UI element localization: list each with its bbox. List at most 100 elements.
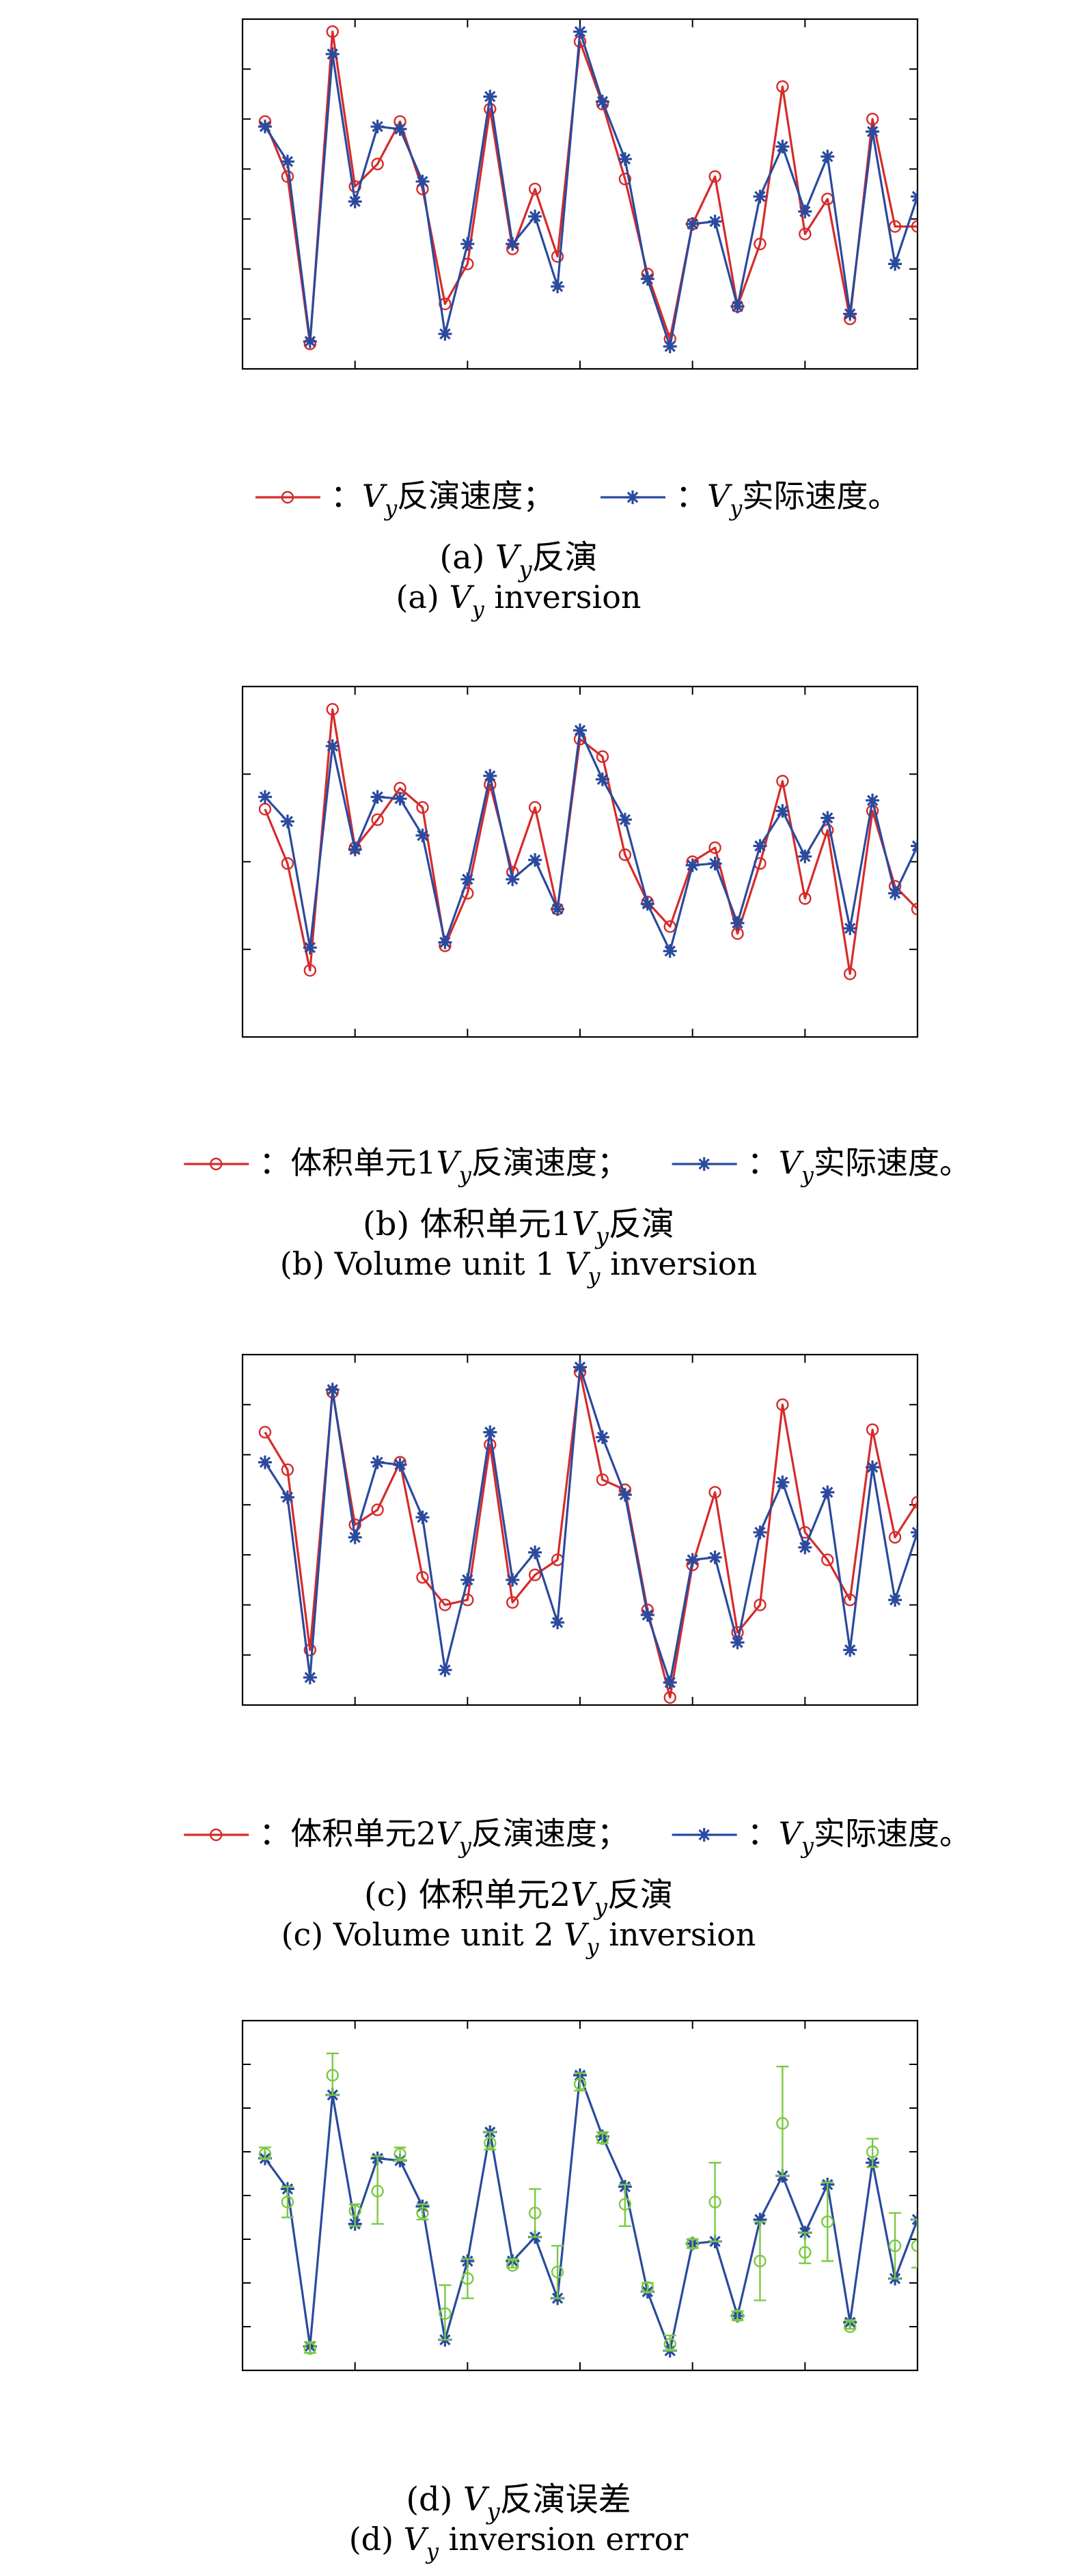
data-point-error — [461, 2272, 474, 2285]
data-point-inversion — [843, 967, 857, 980]
data-point-actual — [753, 2213, 767, 2227]
plot-area — [258, 1360, 918, 1704]
data-point-actual — [483, 89, 497, 104]
data-point-inversion — [506, 1596, 519, 1609]
legend-marker-circle — [210, 1157, 223, 1171]
data-point-error — [618, 2198, 632, 2211]
data-point-inversion — [303, 964, 316, 977]
caption-en: (c) Volume unit 2 Vy​ inversion — [281, 1916, 756, 1960]
data-point-actual — [325, 1383, 340, 1397]
data-point-error — [326, 2068, 339, 2082]
data-point-actual — [258, 1455, 272, 1469]
data-point-actual — [730, 916, 745, 930]
data-point-inversion — [776, 1398, 789, 1411]
data-point-inversion — [708, 1486, 721, 1499]
data-point-actual — [730, 1635, 745, 1650]
data-point-error — [686, 2237, 699, 2250]
legend-label: ：体积单元1Vy​反演速度； — [259, 1144, 629, 1188]
data-point-actual — [798, 1540, 812, 1555]
series-line-actual — [264, 30, 918, 348]
data-point-inversion — [326, 703, 339, 716]
caption-cn: (a) Vy​反演 — [439, 538, 597, 583]
plot-area — [258, 25, 918, 354]
data-point-actual — [685, 1553, 700, 1567]
data-point-actual — [753, 839, 767, 853]
data-point-inversion — [258, 1426, 272, 1439]
data-point-error — [866, 2145, 879, 2159]
data-point-actual — [640, 272, 654, 286]
data-point-actual — [393, 122, 407, 136]
chart-panel-a: ：Vy​反演速度； ：Vy​实际速度。 (a) Vy​反演(a) Vy​ inver… — [241, 18, 919, 622]
data-point-error — [394, 2147, 406, 2161]
data-point-inversion — [821, 1553, 834, 1566]
data-point-actual — [888, 257, 902, 271]
data-point-actual — [866, 793, 880, 807]
data-point-actual — [551, 279, 565, 294]
data-point-actual — [820, 1485, 835, 1499]
series-line-actual — [264, 1366, 918, 1684]
data-point-actual — [506, 872, 520, 887]
data-point-inversion — [618, 848, 632, 861]
data-point-inversion — [528, 182, 542, 195]
data-point-inversion — [596, 1473, 609, 1486]
data-point-inversion — [911, 902, 918, 915]
series-line-actual — [264, 729, 918, 952]
data-point-actual — [506, 1573, 520, 1587]
data-point-inversion — [866, 113, 879, 126]
data-point-inversion — [551, 250, 564, 263]
data-point-error — [911, 2239, 918, 2252]
legend-marker-circle — [281, 490, 294, 504]
data-point-actual — [551, 1616, 565, 1630]
data-point-error — [888, 2239, 902, 2252]
chart-panel-c: ：体积单元2Vy​反演速度； ：Vy​实际速度。 (c) 体积单元2Vy​反演(c)… — [184, 1353, 971, 1960]
data-point-actual — [506, 237, 520, 251]
data-point-error — [371, 2185, 384, 2198]
data-point-error — [573, 2077, 587, 2091]
series-line-inversion — [264, 708, 918, 975]
legend-label: ：Vy​反演速度； — [331, 477, 554, 521]
plot-frame — [241, 18, 919, 370]
caption-cn: (d) Vy​反演误差 — [406, 2480, 631, 2525]
data-point-actual — [460, 1573, 475, 1587]
data-point-actual — [595, 94, 609, 109]
data-point-actual — [843, 1643, 857, 1657]
data-point-inversion — [911, 1495, 918, 1509]
legend-marker-star — [626, 490, 639, 504]
legend: ：Vy​反演速度； ：Vy​实际速度。 — [255, 477, 899, 521]
data-point-actual — [798, 849, 812, 863]
data-point-actual — [258, 790, 272, 804]
data-point-actual — [618, 1488, 632, 1502]
data-point-actual — [348, 842, 362, 857]
data-point-inversion — [371, 157, 384, 171]
legend-label: ：Vy​实际速度。 — [747, 1144, 971, 1188]
plot-frame — [241, 1353, 919, 1706]
data-point-inversion — [754, 237, 767, 251]
data-point-actual — [393, 1458, 407, 1472]
data-point-inversion — [708, 170, 721, 183]
data-point-actual — [708, 214, 722, 229]
series-line-inversion — [264, 30, 918, 346]
data-point-error — [551, 2265, 564, 2279]
data-point-actual — [820, 811, 835, 825]
data-point-actual — [393, 792, 407, 806]
data-point-inversion — [596, 750, 609, 763]
data-point-error — [708, 2196, 721, 2208]
data-point-actual — [348, 1530, 362, 1545]
data-point-actual — [618, 812, 632, 827]
data-point-actual — [460, 237, 475, 251]
data-point-actual — [685, 858, 700, 872]
data-point-inversion — [754, 1598, 767, 1611]
data-point-actual — [280, 154, 294, 169]
data-point-inversion — [776, 775, 789, 788]
data-point-inversion — [528, 801, 542, 814]
data-point-error — [754, 2254, 767, 2268]
chart-panel-d: (d) Vy​反演误差(d) Vy​ inversion error — [241, 2019, 919, 2564]
data-point-inversion — [799, 892, 812, 905]
data-point-actual — [325, 739, 340, 753]
data-point-actual — [528, 1545, 542, 1560]
data-point-inversion — [618, 172, 632, 186]
caption-cn: (c) 体积单元2Vy​反演 — [364, 1876, 673, 1921]
data-point-actual — [415, 1510, 430, 1525]
caption-en: (d) Vy​ inversion error — [349, 2521, 689, 2564]
data-point-error — [281, 2196, 294, 2208]
